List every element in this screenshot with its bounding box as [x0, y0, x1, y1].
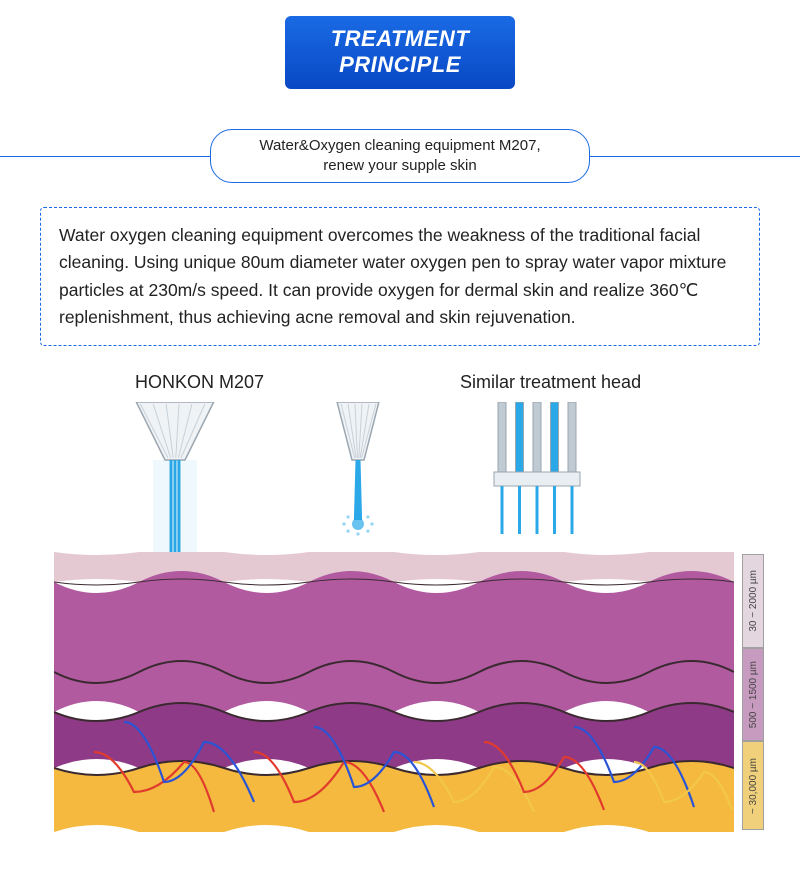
description-box: Water oxygen cleaning equipment overcome… — [40, 207, 760, 346]
skin-layer-dermis_up — [54, 571, 734, 723]
scale-label: 500 ~ 1500 µm — [748, 661, 759, 728]
subtitle-pill: Water&Oxygen cleaning equipment M207, re… — [210, 129, 590, 184]
depth-scale: 30 ~ 2000 µm 500 ~ 1500 µm ~ 30,000 µm — [742, 554, 764, 830]
skin-cross-section — [54, 552, 734, 832]
subtitle-row: Water&Oxygen cleaning equipment M207, re… — [0, 129, 800, 184]
label-similar: Similar treatment head — [460, 372, 641, 393]
rule-right — [590, 156, 800, 157]
scale-label: 30 ~ 2000 µm — [748, 570, 759, 632]
title-line-2: PRINCIPLE — [303, 52, 497, 78]
scale-segment: 30 ~ 2000 µm — [742, 554, 764, 648]
description-text: Water oxygen cleaning equipment overcome… — [59, 222, 741, 331]
title-badge: TREATMENT PRINCIPLE — [285, 16, 515, 89]
treatment-heads — [40, 402, 760, 562]
diagram: HONKON M207 Similar treatment head 30 ~ … — [40, 372, 760, 832]
scale-segment: ~ 30,000 µm — [742, 741, 764, 829]
label-honkon: HONKON M207 — [135, 372, 264, 393]
rule-left — [0, 156, 210, 157]
scale-segment: 500 ~ 1500 µm — [742, 648, 764, 742]
skin-svg — [54, 552, 734, 832]
scale-label: ~ 30,000 µm — [748, 758, 759, 814]
title-line-1: TREATMENT — [303, 26, 497, 52]
subtitle-text: Water&Oxygen cleaning equipment M207, re… — [259, 137, 540, 174]
